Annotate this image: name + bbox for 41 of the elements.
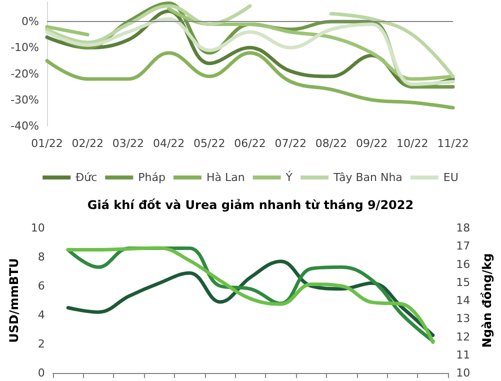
x-tick-label: 07/22 bbox=[274, 137, 306, 150]
x-tick-label: 05/22 bbox=[194, 137, 226, 150]
x-tick-label: 02/22 bbox=[72, 137, 104, 150]
legend-label: Pháp bbox=[138, 171, 166, 184]
y-tick-label: -10% bbox=[10, 41, 39, 54]
chart-title: Giá khí đốt và Urea giảm nhanh từ tháng 9/2022 bbox=[87, 198, 414, 212]
legend-label: Đức bbox=[76, 171, 98, 184]
y-tick-label: -20% bbox=[10, 67, 39, 80]
y2-tick-label: 16 bbox=[456, 258, 470, 271]
y-tick-label: 10 bbox=[30, 222, 45, 234]
y-tick-label: -40% bbox=[10, 120, 39, 132]
x-tick-label: 10/22 bbox=[396, 137, 428, 150]
y2-tick-label: 18 bbox=[456, 222, 470, 234]
y-tick-label: -30% bbox=[10, 93, 39, 106]
y-tick-label: 0 bbox=[38, 366, 45, 380]
y-tick-label: 8 bbox=[38, 250, 45, 264]
legend-label: Tây Ban Nha bbox=[332, 171, 402, 184]
y2-tick-label: 17 bbox=[456, 240, 470, 253]
x-tick-label: 08/22 bbox=[315, 137, 348, 150]
y2-tick-label: 10 bbox=[456, 366, 470, 380]
y2-tick-label: 13 bbox=[456, 312, 470, 326]
line-series bbox=[45, 51, 455, 110]
x-tick-label: 06/22 bbox=[234, 137, 266, 150]
y-axis-title: USD/mmBTU bbox=[7, 258, 21, 343]
y-tick-label: 0% bbox=[22, 15, 39, 28]
x-tick-label: 01/22 bbox=[31, 137, 63, 150]
y2-tick-label: 15 bbox=[456, 276, 470, 289]
y2-tick-label: 14 bbox=[456, 294, 470, 307]
x-tick-label: 03/22 bbox=[112, 137, 144, 150]
y2-tick-label: 11 bbox=[456, 348, 470, 362]
legend-label: Ý bbox=[284, 170, 293, 184]
y2-tick-label: 12 bbox=[456, 330, 470, 344]
x-tick-label: 11/22 bbox=[437, 137, 469, 150]
y-tick-label: 4 bbox=[38, 308, 45, 322]
x-tick-label: 09/22 bbox=[356, 137, 388, 150]
legend-label: Hà Lan bbox=[206, 171, 245, 184]
legend-label: EU bbox=[443, 171, 458, 184]
y2-axis-title: Ngàn đồng/kg bbox=[480, 253, 494, 348]
y-tick-label: 2 bbox=[38, 338, 45, 350]
x-tick-label: 04/22 bbox=[152, 137, 185, 150]
y-tick-label: 6 bbox=[38, 280, 45, 292]
